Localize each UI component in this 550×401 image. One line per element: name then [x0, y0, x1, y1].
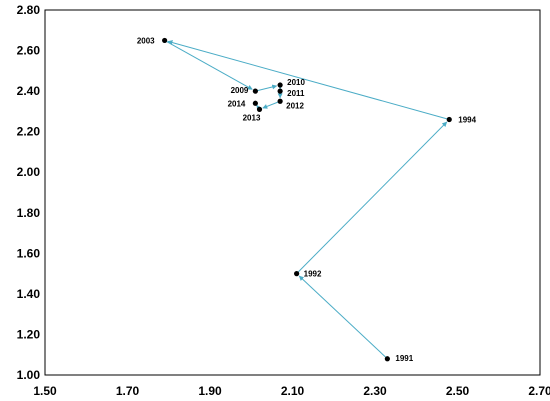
point-label: 1992: [304, 270, 322, 279]
path-segment: [296, 121, 448, 274]
data-point: [277, 98, 283, 104]
x-tick-label: 1.90: [198, 384, 222, 398]
path-segment: [298, 275, 388, 360]
x-tick-label: 1.50: [33, 384, 57, 398]
point-label: 2010: [287, 78, 305, 87]
data-labels: 1991 1992 1994 2003 2009 2010 2011 2012 2013 2014: [137, 36, 477, 362]
y-axis-ticks: 1.00 1.20 1.40 1.60 1.80 2.00 2.20 2.40 2.60 2.80: [17, 3, 41, 382]
y-tick-label: 2.60: [17, 44, 41, 58]
x-axis-ticks: 1.50 1.70 1.90 2.10 2.30 2.50 2.70: [33, 384, 550, 398]
y-tick-label: 1.80: [17, 206, 41, 220]
y-tick-label: 2.20: [17, 125, 41, 139]
y-tick-label: 1.40: [17, 287, 41, 301]
y-tick-label: 1.00: [17, 368, 41, 382]
path-segment: [262, 100, 281, 109]
x-tick-label: 2.30: [363, 384, 387, 398]
data-markers: [162, 37, 452, 362]
data-point: [294, 271, 300, 277]
path-segment: [164, 39, 253, 90]
point-label: 1994: [458, 116, 476, 125]
x-tick-label: 2.70: [528, 384, 550, 398]
data-point: [277, 82, 283, 88]
data-point: [446, 116, 452, 123]
data-point: [384, 356, 390, 362]
x-tick-label: 2.10: [281, 384, 305, 398]
point-label: 1991: [395, 354, 413, 363]
point-label: 2003: [137, 36, 155, 45]
data-point: [256, 106, 263, 112]
x-tick-label: 2.50: [446, 384, 470, 398]
plot-area: [44, 9, 541, 376]
path-segment: [255, 84, 278, 92]
point-label: 2013: [243, 113, 261, 122]
point-label: 2012: [286, 101, 304, 110]
data-point: [252, 100, 258, 106]
point-label: 2011: [287, 89, 305, 98]
x-tick-label: 1.70: [116, 384, 140, 398]
data-point: [252, 88, 258, 94]
y-tick-label: 2.80: [17, 3, 41, 17]
data-point: [162, 37, 168, 44]
point-label: 2014: [228, 99, 246, 108]
data-point: [277, 88, 283, 94]
y-tick-label: 1.20: [17, 327, 41, 341]
y-tick-label: 2.00: [17, 165, 41, 179]
path-segment: [167, 40, 450, 120]
point-label: 2009: [231, 86, 249, 95]
y-tick-label: 2.40: [17, 84, 41, 98]
y-tick-label: 1.60: [17, 246, 41, 260]
